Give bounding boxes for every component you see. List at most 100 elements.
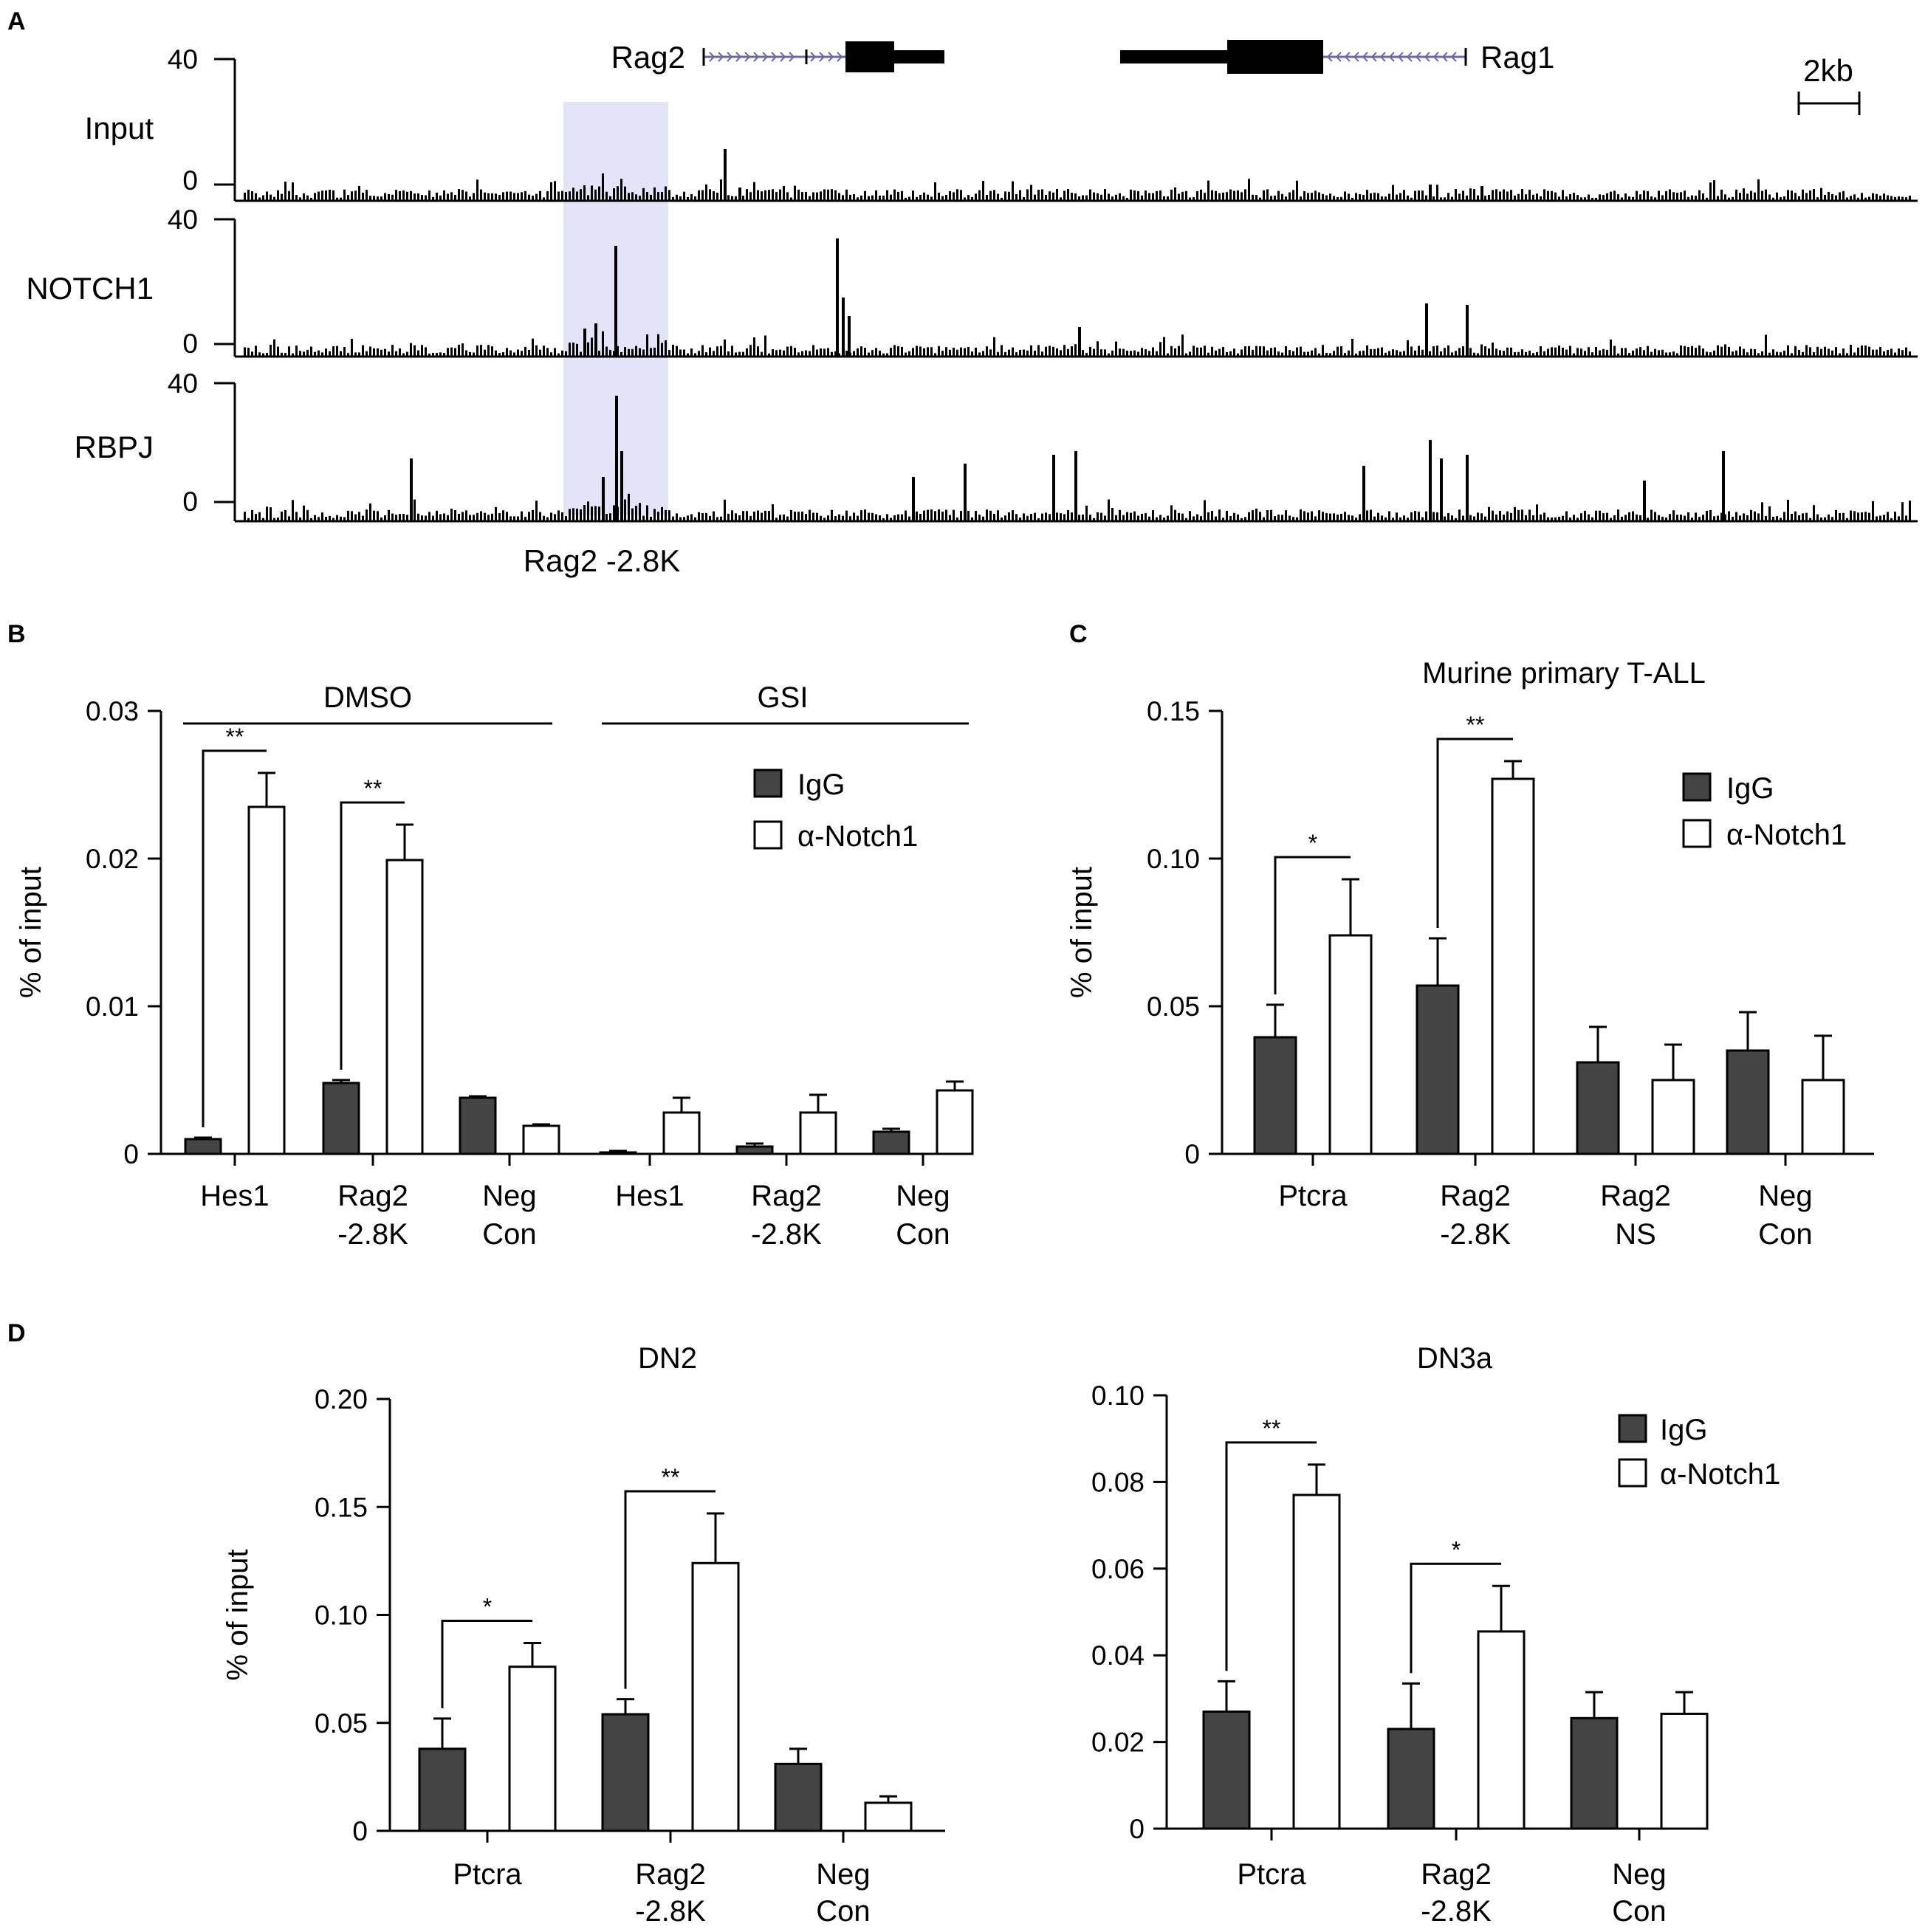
coverage-bar [1274,516,1276,521]
significance-label: * [1452,1536,1461,1563]
coverage-bar [753,182,755,201]
coverage-bar [513,193,515,201]
coverage-bar [1909,501,1911,521]
coverage-bar [458,514,460,521]
panel-a: A Rag2 Rag1 2kb Input 4 [7,7,1918,578]
coverage-bar [809,351,811,357]
coverage-bar [757,190,759,201]
coverage-bar [1193,346,1195,357]
coverage-bar [1495,348,1497,357]
y-tick-label: 0.15 [1147,696,1200,726]
coverage-bar [908,516,910,521]
coverage-bar [646,192,648,201]
coverage-bar [834,190,837,201]
coverage-bar [509,350,512,357]
coverage-bar [1606,193,1608,201]
coverage-bar [897,514,899,521]
coverage-bar [1613,346,1616,357]
coverage-bar [414,193,416,201]
coverage-bar [524,517,526,521]
coverage-bar [1274,347,1276,357]
coverage-bar [930,196,933,201]
coverage-bar [845,510,848,521]
coverage-bar [428,512,430,521]
coverage-bar [576,191,578,201]
coverage-bar [1252,349,1254,357]
coverage-bar [1580,513,1582,521]
coverage-bar [783,185,785,201]
coverage-bar [1170,346,1173,357]
coverage-bar [1746,352,1749,357]
coverage-bar [572,188,574,201]
coverage-bar [583,504,586,521]
coverage-bar [465,191,467,201]
coverage-bar [1680,515,1682,521]
coverage-bar [1761,351,1763,357]
coverage-bar [506,191,508,201]
coverage-bar [1636,190,1638,201]
coverage-bar [1506,191,1509,201]
coverage-bar [849,516,851,521]
coverage-bar [1248,346,1250,357]
coverage-bar [1403,190,1405,201]
coverage-bar [354,190,357,201]
legend-d-notch-swatch [1618,1458,1647,1488]
bar-notch1 [1491,777,1535,1155]
coverage-bar [255,346,257,357]
coverage-bar [1820,518,1822,521]
coverage-bar [1650,509,1653,521]
coverage-bar [1732,351,1734,357]
coverage-bar [1562,190,1564,201]
coverage-bar [1229,351,1232,357]
coverage-bar [1030,185,1032,201]
coverage-bar [672,516,674,521]
coverage-bar [454,194,456,201]
coverage-bar [358,352,360,357]
coverage-bar [1595,510,1597,521]
coverage-bar [417,350,419,357]
coverage-bar [288,346,290,357]
coverage-bar [1872,349,1874,357]
y-tick-label: 0 [123,1139,139,1169]
coverage-bar [916,346,918,357]
bar-notch1 [662,1111,701,1155]
coverage-bar [1373,348,1376,357]
coverage-bar [1377,348,1379,357]
coverage-bar [1226,510,1228,521]
coverage-bar [724,339,726,357]
coverage-bar [1082,195,1084,201]
coverage-bar [1901,196,1904,201]
coverage-peak [1466,455,1469,521]
coverage-bar [469,196,471,201]
coverage-bar [1776,516,1778,521]
coverage-bar [1702,348,1704,357]
coverage-bar [1532,515,1534,521]
coverage-bar [465,350,467,357]
coverage-bar [557,510,560,521]
coverage-bar [1303,190,1305,201]
coverage-bar [1255,346,1257,357]
coverage-bar [436,510,438,521]
coverage-bar [768,511,770,521]
y-tick-label: 0 [1129,1814,1145,1844]
coverage-bar [1034,512,1036,521]
coverage-bar [701,345,704,357]
coverage-bar [432,196,434,201]
coverage-bar [967,347,970,357]
category-label: Rag2 [1421,1858,1492,1891]
coverage-bar [853,512,855,521]
coverage-bar [1421,349,1424,357]
coverage-bar [1093,348,1095,357]
coverage-bar [1624,515,1627,521]
coverage-bar [1414,511,1416,521]
coverage-bar [1698,345,1701,357]
coverage-bar [1591,352,1593,357]
coverage-bar [1669,514,1671,521]
coverage-bar [960,347,962,357]
coverage-bar [1193,197,1195,201]
coverage-bar [628,348,630,357]
coverage-bar [613,188,615,201]
coverage-bar [727,513,730,521]
coverage-bar [716,193,718,201]
coverage-bar [919,194,922,201]
